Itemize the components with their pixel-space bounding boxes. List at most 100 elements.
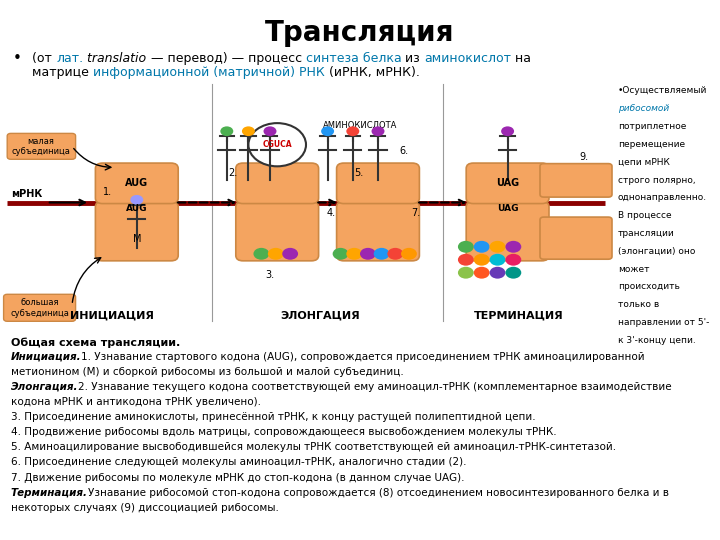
Circle shape: [360, 248, 376, 260]
Text: матрице: матрице: [32, 66, 94, 79]
Circle shape: [248, 123, 306, 166]
Text: 9.: 9.: [580, 152, 589, 161]
Circle shape: [321, 126, 334, 136]
Circle shape: [490, 254, 505, 266]
Text: 7. Движение рибосомы по молекуле мРНК до стоп-кодона (в данном случае UAG).: 7. Движение рибосомы по молекуле мРНК до…: [11, 472, 464, 483]
Text: происходить: происходить: [618, 282, 680, 292]
Text: большая
субъединица: большая субъединица: [10, 298, 69, 318]
Text: перемещение: перемещение: [618, 140, 685, 149]
Text: translatio: translatio: [84, 52, 147, 65]
Circle shape: [387, 248, 403, 260]
Text: однонаправленно.: однонаправленно.: [618, 193, 707, 202]
Circle shape: [490, 267, 505, 279]
Circle shape: [474, 241, 490, 253]
Text: ЭЛОНГАЦИЯ: ЭЛОНГАЦИЯ: [281, 311, 360, 321]
Text: кодона мРНК и антикодона тРНК увеличено).: кодона мРНК и антикодона тРНК увеличено)…: [11, 397, 261, 407]
Text: CGUCA: CGUCA: [262, 140, 292, 149]
Circle shape: [268, 248, 284, 260]
Text: метионином (М) и сборкой рибосомы из большой и малой субъединиц.: метионином (М) и сборкой рибосомы из бол…: [11, 367, 403, 377]
Text: (от: (от: [32, 52, 56, 65]
FancyBboxPatch shape: [337, 201, 419, 261]
Circle shape: [372, 126, 384, 136]
Text: Терминация.: Терминация.: [11, 488, 88, 498]
Text: информационной (матричной) РНК: информационной (матричной) РНК: [94, 66, 325, 79]
FancyBboxPatch shape: [540, 164, 612, 197]
Text: 1. Узнавание стартового кодона (AUG), сопровождается присоединением тРНК аминоац: 1. Узнавание стартового кодона (AUG), со…: [81, 352, 645, 362]
Text: Узнавание рибосомой стоп-кодона сопровождается (8) отсоединением новосинтезирова: Узнавание рибосомой стоп-кодона сопровож…: [88, 488, 669, 498]
Circle shape: [333, 248, 348, 260]
Circle shape: [346, 126, 359, 136]
Text: ИНИЦИАЦИЯ: ИНИЦИАЦИЯ: [70, 311, 153, 321]
Text: может: может: [618, 265, 649, 274]
Text: •Осуществляемый: •Осуществляемый: [618, 86, 707, 96]
Circle shape: [242, 126, 255, 136]
Text: 1.: 1.: [102, 187, 112, 197]
Text: ТЕРМИНАЦИЯ: ТЕРМИНАЦИЯ: [474, 311, 563, 321]
FancyBboxPatch shape: [95, 201, 179, 261]
Text: 7.: 7.: [412, 208, 420, 218]
Text: AUG: AUG: [126, 204, 148, 213]
FancyBboxPatch shape: [467, 163, 549, 204]
Text: •: •: [13, 51, 22, 66]
FancyBboxPatch shape: [467, 201, 549, 261]
FancyBboxPatch shape: [337, 163, 419, 204]
FancyBboxPatch shape: [236, 163, 319, 204]
Text: AUG: AUG: [125, 178, 148, 188]
Text: 3. Присоединение аминокислоты, принесённой тРНК, к концу растущей полипептидной : 3. Присоединение аминокислоты, принесённ…: [11, 412, 536, 422]
Text: (элонгации) оно: (элонгации) оно: [618, 247, 695, 256]
Text: цепи мРНК: цепи мРНК: [618, 158, 670, 167]
FancyBboxPatch shape: [540, 217, 612, 259]
Circle shape: [458, 254, 474, 266]
Circle shape: [474, 254, 490, 266]
Text: АМИНОКИСЛОТА: АМИНОКИСЛОТА: [323, 120, 397, 130]
Text: 8.: 8.: [540, 245, 549, 255]
Text: малая
субъединица: малая субъединица: [12, 137, 71, 156]
Text: 4. Продвижение рибосомы вдоль матрицы, сопровождающееся высвобождением молекулы : 4. Продвижение рибосомы вдоль матрицы, с…: [11, 427, 557, 437]
Circle shape: [505, 241, 521, 253]
Text: Общая схема трансляции.: Общая схема трансляции.: [11, 338, 180, 348]
Circle shape: [505, 267, 521, 279]
Text: 6. Присоединение следующей молекулы аминоацил-тРНК, аналогично стадии (2).: 6. Присоединение следующей молекулы амин…: [11, 457, 467, 468]
Circle shape: [282, 248, 298, 260]
Text: синтеза белка: синтеза белка: [306, 52, 402, 65]
Text: на: на: [511, 52, 531, 65]
Text: М: М: [132, 234, 141, 244]
Circle shape: [220, 126, 233, 136]
Text: аминокислот: аминокислот: [424, 52, 511, 65]
Text: Элонгация.: Элонгация.: [11, 382, 78, 392]
Text: 2.: 2.: [228, 168, 238, 178]
Text: (иРНК, мРНК).: (иРНК, мРНК).: [325, 66, 420, 79]
Circle shape: [474, 267, 490, 279]
Text: из: из: [402, 52, 424, 65]
Text: строго полярно,: строго полярно,: [618, 176, 696, 185]
Text: рибосомой: рибосомой: [618, 104, 669, 113]
Text: лат.: лат.: [56, 52, 84, 65]
Text: трансляции: трансляции: [618, 229, 675, 238]
Circle shape: [264, 126, 276, 136]
Text: Инициация.: Инициация.: [11, 352, 81, 362]
Text: 5. Аминоацилирование высвободившейся молекулы тРНК соответствующей ей аминоацил-: 5. Аминоацилирование высвободившейся мол…: [11, 442, 616, 453]
Circle shape: [501, 126, 514, 136]
Circle shape: [346, 248, 362, 260]
Circle shape: [374, 248, 390, 260]
Text: 6.: 6.: [400, 146, 409, 156]
Text: UAG: UAG: [497, 204, 518, 213]
Text: мРНК: мРНК: [11, 188, 42, 199]
Circle shape: [458, 241, 474, 253]
Text: направлении от 5'-: направлении от 5'-: [618, 318, 709, 327]
Text: потриплетное: потриплетное: [618, 122, 686, 131]
FancyBboxPatch shape: [95, 163, 179, 204]
Text: к 3'-концу цепи.: к 3'-концу цепи.: [618, 336, 696, 345]
FancyBboxPatch shape: [236, 201, 319, 261]
Circle shape: [253, 248, 269, 260]
Text: 4.: 4.: [327, 208, 336, 218]
Text: В процессе: В процессе: [618, 211, 671, 220]
Circle shape: [505, 254, 521, 266]
Text: — перевод) — процесс: — перевод) — процесс: [147, 52, 306, 65]
Text: UAG: UAG: [496, 178, 519, 188]
Circle shape: [458, 267, 474, 279]
FancyBboxPatch shape: [4, 294, 76, 321]
Text: только в: только в: [618, 300, 659, 309]
Text: 3.: 3.: [266, 270, 274, 280]
Circle shape: [401, 248, 417, 260]
